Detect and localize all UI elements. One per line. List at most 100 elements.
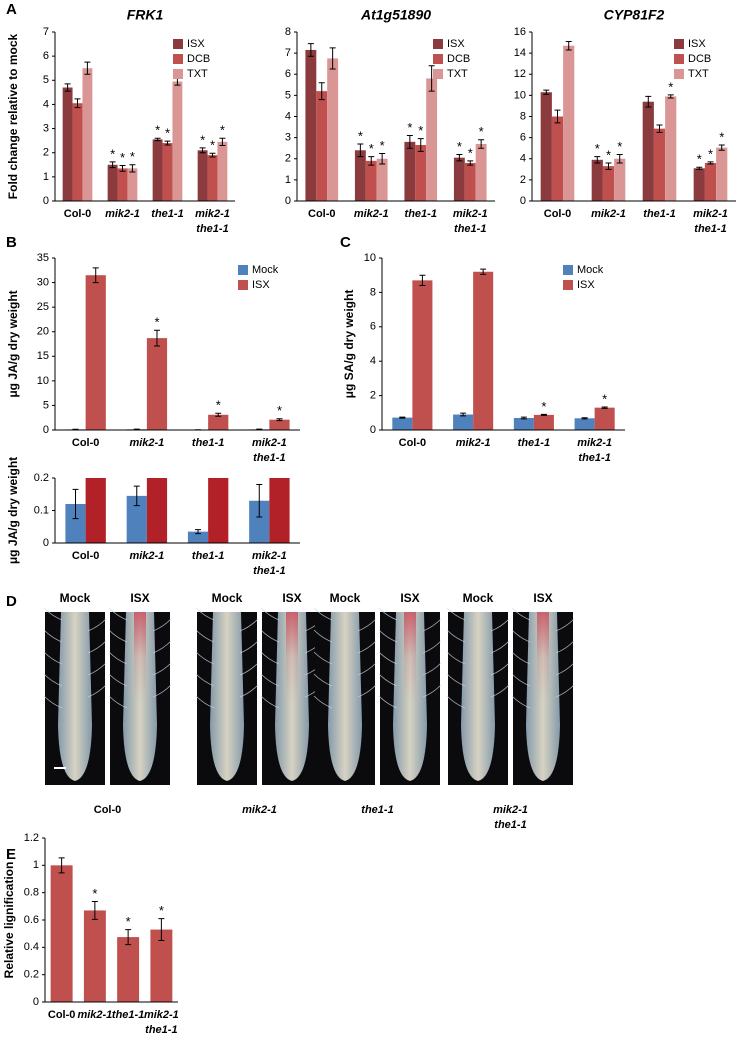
legend-label: ISX (688, 38, 706, 50)
bar (464, 162, 476, 201)
y-axis-label: Fold change relative to mock (6, 33, 20, 199)
x-tick-label: mik2-1 (252, 550, 287, 562)
y-tick-label: 1 (43, 171, 49, 183)
y-tick-label: 0 (33, 996, 39, 1008)
x-tick-label: Col-0 (544, 208, 572, 220)
y-tick-label: 30 (37, 276, 49, 288)
root-hair (195, 629, 215, 643)
bar (85, 275, 106, 430)
bar (513, 417, 534, 430)
genotype-label: Col-0 (94, 804, 122, 816)
root-hair (422, 618, 442, 632)
y-tick-label: 1 (33, 859, 39, 871)
root-hair (260, 629, 280, 643)
bar (127, 168, 138, 201)
x-tick-label: mik2-1 (591, 208, 626, 220)
bar (412, 280, 433, 430)
y-tick-label: 15 (37, 350, 49, 362)
bar (150, 929, 173, 1002)
y-tick-label: 2 (520, 174, 526, 186)
y-tick-label: 1 (285, 174, 291, 186)
x-tick-label: Col-0 (399, 437, 427, 449)
root (328, 612, 362, 781)
error-bar (428, 65, 435, 92)
root-hair (555, 662, 575, 676)
x-tick-label: mik2-1 (77, 1009, 112, 1021)
bar (533, 414, 554, 430)
error-bar (153, 329, 160, 347)
y-tick-label: 8 (285, 26, 291, 38)
significance-mark: * (358, 128, 363, 143)
x-tick-label: the1-1 (518, 437, 550, 449)
image-label: ISX (400, 591, 419, 605)
bar (602, 166, 615, 201)
x-tick-label: the1-1 (196, 223, 228, 235)
bar (473, 271, 494, 430)
root-hair (378, 673, 398, 687)
significance-mark: * (200, 132, 205, 147)
root-hair (511, 607, 531, 621)
x-tick-label: mik2-1 (105, 208, 140, 220)
error-bar (164, 140, 171, 146)
error-bar (125, 929, 132, 946)
root-hair (555, 640, 575, 654)
legend-label: TXT (447, 68, 468, 80)
bar (217, 141, 228, 201)
root-hair (446, 695, 466, 709)
significance-mark: * (159, 903, 164, 918)
root-hair (511, 673, 531, 687)
image-label: ISX (533, 591, 552, 605)
legend-label: ISX (577, 279, 595, 291)
root-hair (195, 651, 215, 665)
panel-label: E (6, 846, 16, 863)
bar (540, 92, 552, 201)
significance-mark: * (479, 124, 484, 139)
significance-mark: * (541, 399, 546, 414)
significance-mark: * (719, 129, 724, 144)
root (461, 612, 495, 781)
x-tick-label: Col-0 (48, 1009, 76, 1021)
x-tick-label: mik2-1 (252, 437, 287, 449)
root-hair (446, 651, 466, 665)
root-hair (555, 684, 575, 698)
y-tick-label: 0.4 (24, 941, 39, 953)
root-hair (87, 618, 107, 632)
legend-label: TXT (688, 68, 709, 80)
x-tick-label: mik2-1 (354, 208, 389, 220)
root-hair (313, 673, 333, 687)
root-hair (108, 673, 128, 687)
error-bar (195, 529, 202, 535)
error-bar (656, 124, 663, 133)
y-axis-label: μg JA/g dry weight (6, 290, 20, 397)
image-label: Mock (60, 591, 91, 605)
legend-swatch (563, 265, 573, 275)
legend-label: Mock (252, 264, 279, 276)
root-hair (313, 607, 333, 621)
error-bar (707, 161, 714, 165)
error-bar (379, 152, 386, 165)
error-bar (199, 147, 206, 154)
bar (327, 58, 339, 201)
error-bar (581, 417, 588, 420)
bar (404, 141, 416, 201)
root-hair (260, 651, 280, 665)
error-bar (129, 164, 136, 173)
x-tick-label: Col-0 (72, 550, 100, 562)
root-hair (446, 673, 466, 687)
x-tick-label: the1-1 (694, 223, 726, 235)
y-tick-label: 5 (43, 74, 49, 86)
root-hair (446, 629, 466, 643)
error-bar (72, 488, 79, 520)
y-tick-label: 6 (520, 132, 526, 144)
image-label: ISX (282, 591, 301, 605)
error-bar (215, 412, 222, 417)
root-hair (490, 640, 510, 654)
stain (286, 612, 298, 702)
root-hair (239, 684, 259, 698)
significance-mark: * (407, 120, 412, 135)
y-tick-label: 2 (285, 153, 291, 165)
error-bar (406, 135, 413, 149)
x-tick-label: Col-0 (72, 437, 100, 449)
y-tick-label: 4 (520, 153, 526, 165)
image-label: Mock (212, 591, 243, 605)
